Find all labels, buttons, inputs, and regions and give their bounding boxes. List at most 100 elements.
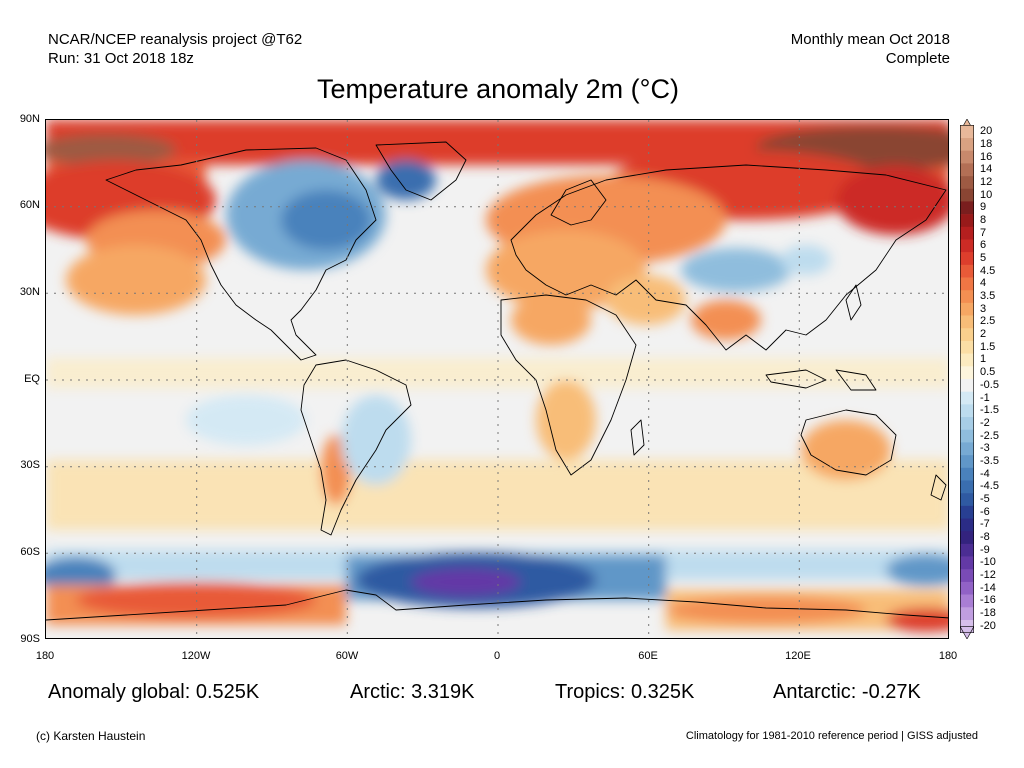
colorbar-swatch — [960, 315, 974, 329]
colorbar-swatch — [960, 290, 974, 304]
source-line: NCAR/NCEP reanalysis project @T62 — [48, 31, 303, 48]
colorbar-label: 2.5 — [980, 315, 996, 328]
stat-antarctic: Antarctic: -0.27K — [773, 681, 921, 703]
colorbar-label: 20 — [980, 125, 993, 138]
graticule — [46, 120, 948, 638]
colorbar-label: -5 — [980, 492, 990, 505]
colorbar-swatch — [960, 302, 974, 316]
lat-label-90n: 90N — [19, 113, 40, 125]
colorbar-label: 9 — [980, 201, 987, 214]
colorbar-swatch — [960, 138, 974, 152]
colorbar-label: -4.5 — [980, 480, 999, 493]
colorbar-label: 5 — [980, 252, 987, 264]
colorbar-swatch — [960, 353, 974, 367]
colorbar-label: 4 — [980, 277, 987, 290]
colorbar-label: 14 — [980, 163, 993, 176]
colorbar-label: -2 — [980, 416, 990, 429]
colorbar-swatch — [960, 214, 974, 228]
colorbar-swatch — [960, 518, 974, 532]
colorbar-label: 0.5 — [980, 366, 996, 379]
colorbar-swatch — [960, 391, 974, 405]
lon-label-120e: 120E — [785, 650, 811, 662]
colorbar-swatch — [960, 429, 974, 443]
colorbar — [959, 118, 975, 640]
colorbar-label: -12 — [980, 569, 996, 582]
colorbar-label: -4 — [980, 467, 990, 480]
colorbar-label: -14 — [980, 581, 996, 594]
colorbar-label: 18 — [980, 137, 993, 150]
colorbar-swatch — [960, 201, 974, 215]
lon-label-60e: 60E — [638, 650, 658, 662]
climatology-note: Climatology for 1981-2010 reference peri… — [685, 730, 978, 742]
colorbar-swatch — [960, 607, 974, 621]
colorbar-swatch — [960, 277, 974, 291]
stat-global: Anomaly global: 0.525K — [48, 681, 260, 703]
anomaly-field — [46, 120, 948, 632]
period-info: Monthly mean Oct 2018 Complete — [791, 30, 950, 68]
colorbar-swatch — [960, 493, 974, 507]
colorbar-label: -8 — [980, 531, 990, 544]
colorbar-label: 3 — [980, 302, 987, 315]
colorbar-swatch — [960, 404, 974, 418]
colorbar-label: 3.5 — [980, 290, 996, 303]
colorbar-label: -20 — [980, 619, 996, 632]
colorbar-label: -0.5 — [980, 378, 999, 391]
colorbar-label: 4.5 — [980, 264, 996, 277]
period-line: Monthly mean Oct 2018 — [790, 31, 950, 48]
colorbar-swatch — [960, 176, 974, 190]
colorbar-swatch — [960, 569, 974, 583]
lon-label-180e: 180 — [938, 650, 958, 662]
anomaly-map — [45, 119, 949, 639]
colorbar-frame — [960, 125, 974, 633]
colorbar-label: 12 — [980, 175, 993, 188]
colorbar-swatch — [960, 543, 974, 557]
lat-label-30n: 30N — [19, 286, 40, 298]
map-canvas — [46, 120, 948, 638]
run-line: Run: 31 Oct 2018 18z — [48, 50, 194, 67]
colorbar-label: -3.5 — [980, 454, 999, 467]
colorbar-label: 1 — [980, 353, 987, 366]
lon-label-60w: 60W — [335, 650, 359, 662]
colorbar-label: -1 — [980, 391, 990, 404]
lat-label-eq: EQ — [24, 373, 40, 385]
source-info: NCAR/NCEP reanalysis project @T62 Run: 3… — [48, 30, 302, 68]
colorbar-swatch — [960, 264, 974, 278]
lat-label-60s: 60S — [20, 546, 40, 558]
stat-arctic: Arctic: 3.319K — [350, 681, 475, 703]
colorbar-swatch — [960, 467, 974, 481]
colorbar-swatch — [960, 581, 974, 595]
colorbar-label: -10 — [980, 556, 996, 569]
colorbar-swatch — [960, 417, 974, 431]
colorbar-label: 16 — [980, 150, 993, 163]
colorbar-swatch — [960, 340, 974, 354]
colorbar-label: 8 — [980, 213, 987, 226]
colorbar-label: -3 — [980, 442, 990, 455]
colorbar-swatch — [960, 252, 974, 266]
lon-label-120w: 120W — [181, 650, 211, 662]
colorbar-label: -6 — [980, 505, 990, 518]
lat-label-90s: 90S — [20, 633, 40, 645]
colorbar-swatch — [960, 531, 974, 545]
colorbar-swatch — [960, 379, 974, 392]
credit-text: (c) Karsten Haustein — [36, 729, 146, 743]
colorbar-swatch — [960, 505, 974, 519]
colorbar-swatch — [960, 480, 974, 494]
colorbar-label: 1.5 — [980, 340, 996, 353]
colorbar-label: -18 — [980, 607, 996, 620]
colorbar-swatch — [960, 226, 974, 240]
colorbar-label: -7 — [980, 518, 990, 531]
lon-label-180w: 180 — [35, 650, 55, 662]
colorbar-swatch — [960, 328, 974, 342]
lat-label-30s: 30S — [20, 459, 40, 471]
colorbar-label: 7 — [980, 226, 987, 239]
colorbar-label: 2 — [980, 328, 987, 341]
colorbar-label: 6 — [980, 239, 987, 252]
colorbar-swatch — [960, 125, 974, 139]
coastlines — [46, 141, 948, 621]
colorbar-swatches — [959, 118, 975, 640]
colorbar-swatch — [960, 556, 974, 570]
colorbar-swatch — [960, 455, 974, 469]
colorbar-swatch — [960, 594, 974, 608]
colorbar-swatch — [960, 188, 974, 202]
colorbar-label: -2.5 — [980, 429, 999, 442]
